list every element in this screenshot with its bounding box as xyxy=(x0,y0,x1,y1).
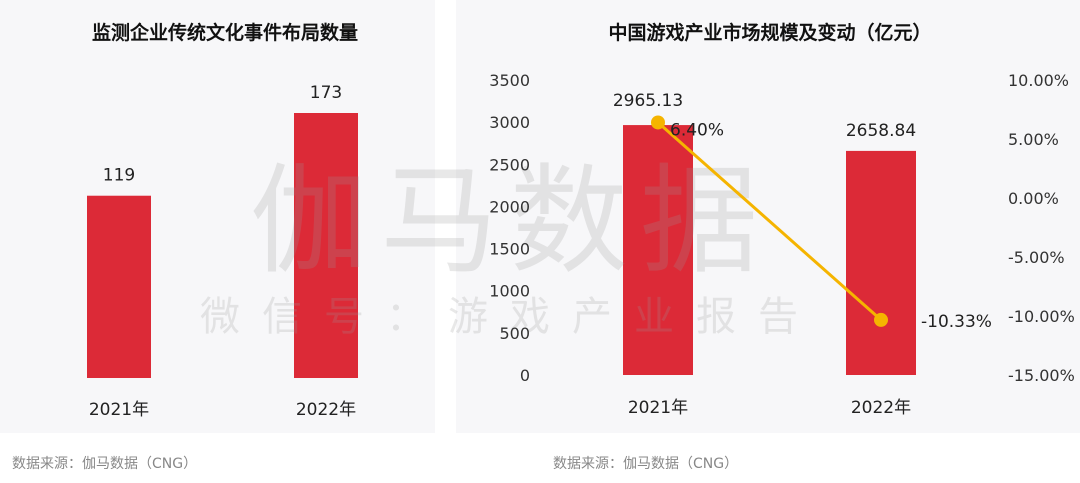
left-axis-tick: 1500 xyxy=(489,240,530,259)
left-source-note: 数据来源：伽马数据（CNG） xyxy=(12,456,198,472)
bar-data-label: 2965.13 xyxy=(613,91,683,111)
x-tick-label: 2021年 xyxy=(89,400,149,420)
growth-line xyxy=(657,121,882,322)
watermark-sub: 微信号：游戏产业报告 xyxy=(200,294,820,340)
left-axis-tick: 3500 xyxy=(489,71,530,90)
x-tick-label: 2021年 xyxy=(628,398,688,418)
growth-point xyxy=(874,312,888,327)
watermark-main: 伽马数据 xyxy=(250,152,770,290)
data-label: 119 xyxy=(103,166,135,186)
left-axis-tick: 500 xyxy=(499,324,530,343)
x-tick-label: 2022年 xyxy=(851,398,911,418)
growth-label: -10.33% xyxy=(921,312,992,332)
left-axis-tick: 1000 xyxy=(489,282,530,301)
left-chart-panel xyxy=(0,0,435,433)
watermark: 伽马数据 微信号：游戏产业报告 xyxy=(200,152,820,340)
left-axis-tick: 0 xyxy=(520,366,530,385)
growth-point xyxy=(651,115,665,130)
bar xyxy=(87,195,151,378)
right-axis-tick: 0.00% xyxy=(1008,189,1059,208)
right-chart-title: 中国游戏产业市场规模及变动（亿元） xyxy=(608,21,931,44)
bar xyxy=(623,125,693,375)
right-axis-tick: 5.00% xyxy=(1008,130,1059,149)
bar xyxy=(846,150,916,375)
right-axis-tick: -15.00% xyxy=(1008,366,1075,385)
left-chart-title: 监测企业传统文化事件布局数量 xyxy=(92,21,358,44)
right-axis-tick: 10.00% xyxy=(1008,71,1069,90)
x-tick-label: 2022年 xyxy=(296,400,356,420)
right-chart-panel xyxy=(456,0,1080,433)
left-axis-tick: 2000 xyxy=(489,197,530,216)
bar-data-label: 2658.84 xyxy=(846,121,916,141)
left-axis-tick: 2500 xyxy=(489,155,530,174)
right-axis-tick: -5.00% xyxy=(1008,248,1065,267)
bar xyxy=(294,113,358,378)
right-axis-tick: -10.00% xyxy=(1008,307,1075,326)
growth-label: 6.40% xyxy=(670,120,724,140)
left-axis-tick: 3000 xyxy=(489,113,530,132)
data-label: 173 xyxy=(310,83,342,103)
right-source-note: 数据来源：伽马数据（CNG） xyxy=(553,456,739,472)
